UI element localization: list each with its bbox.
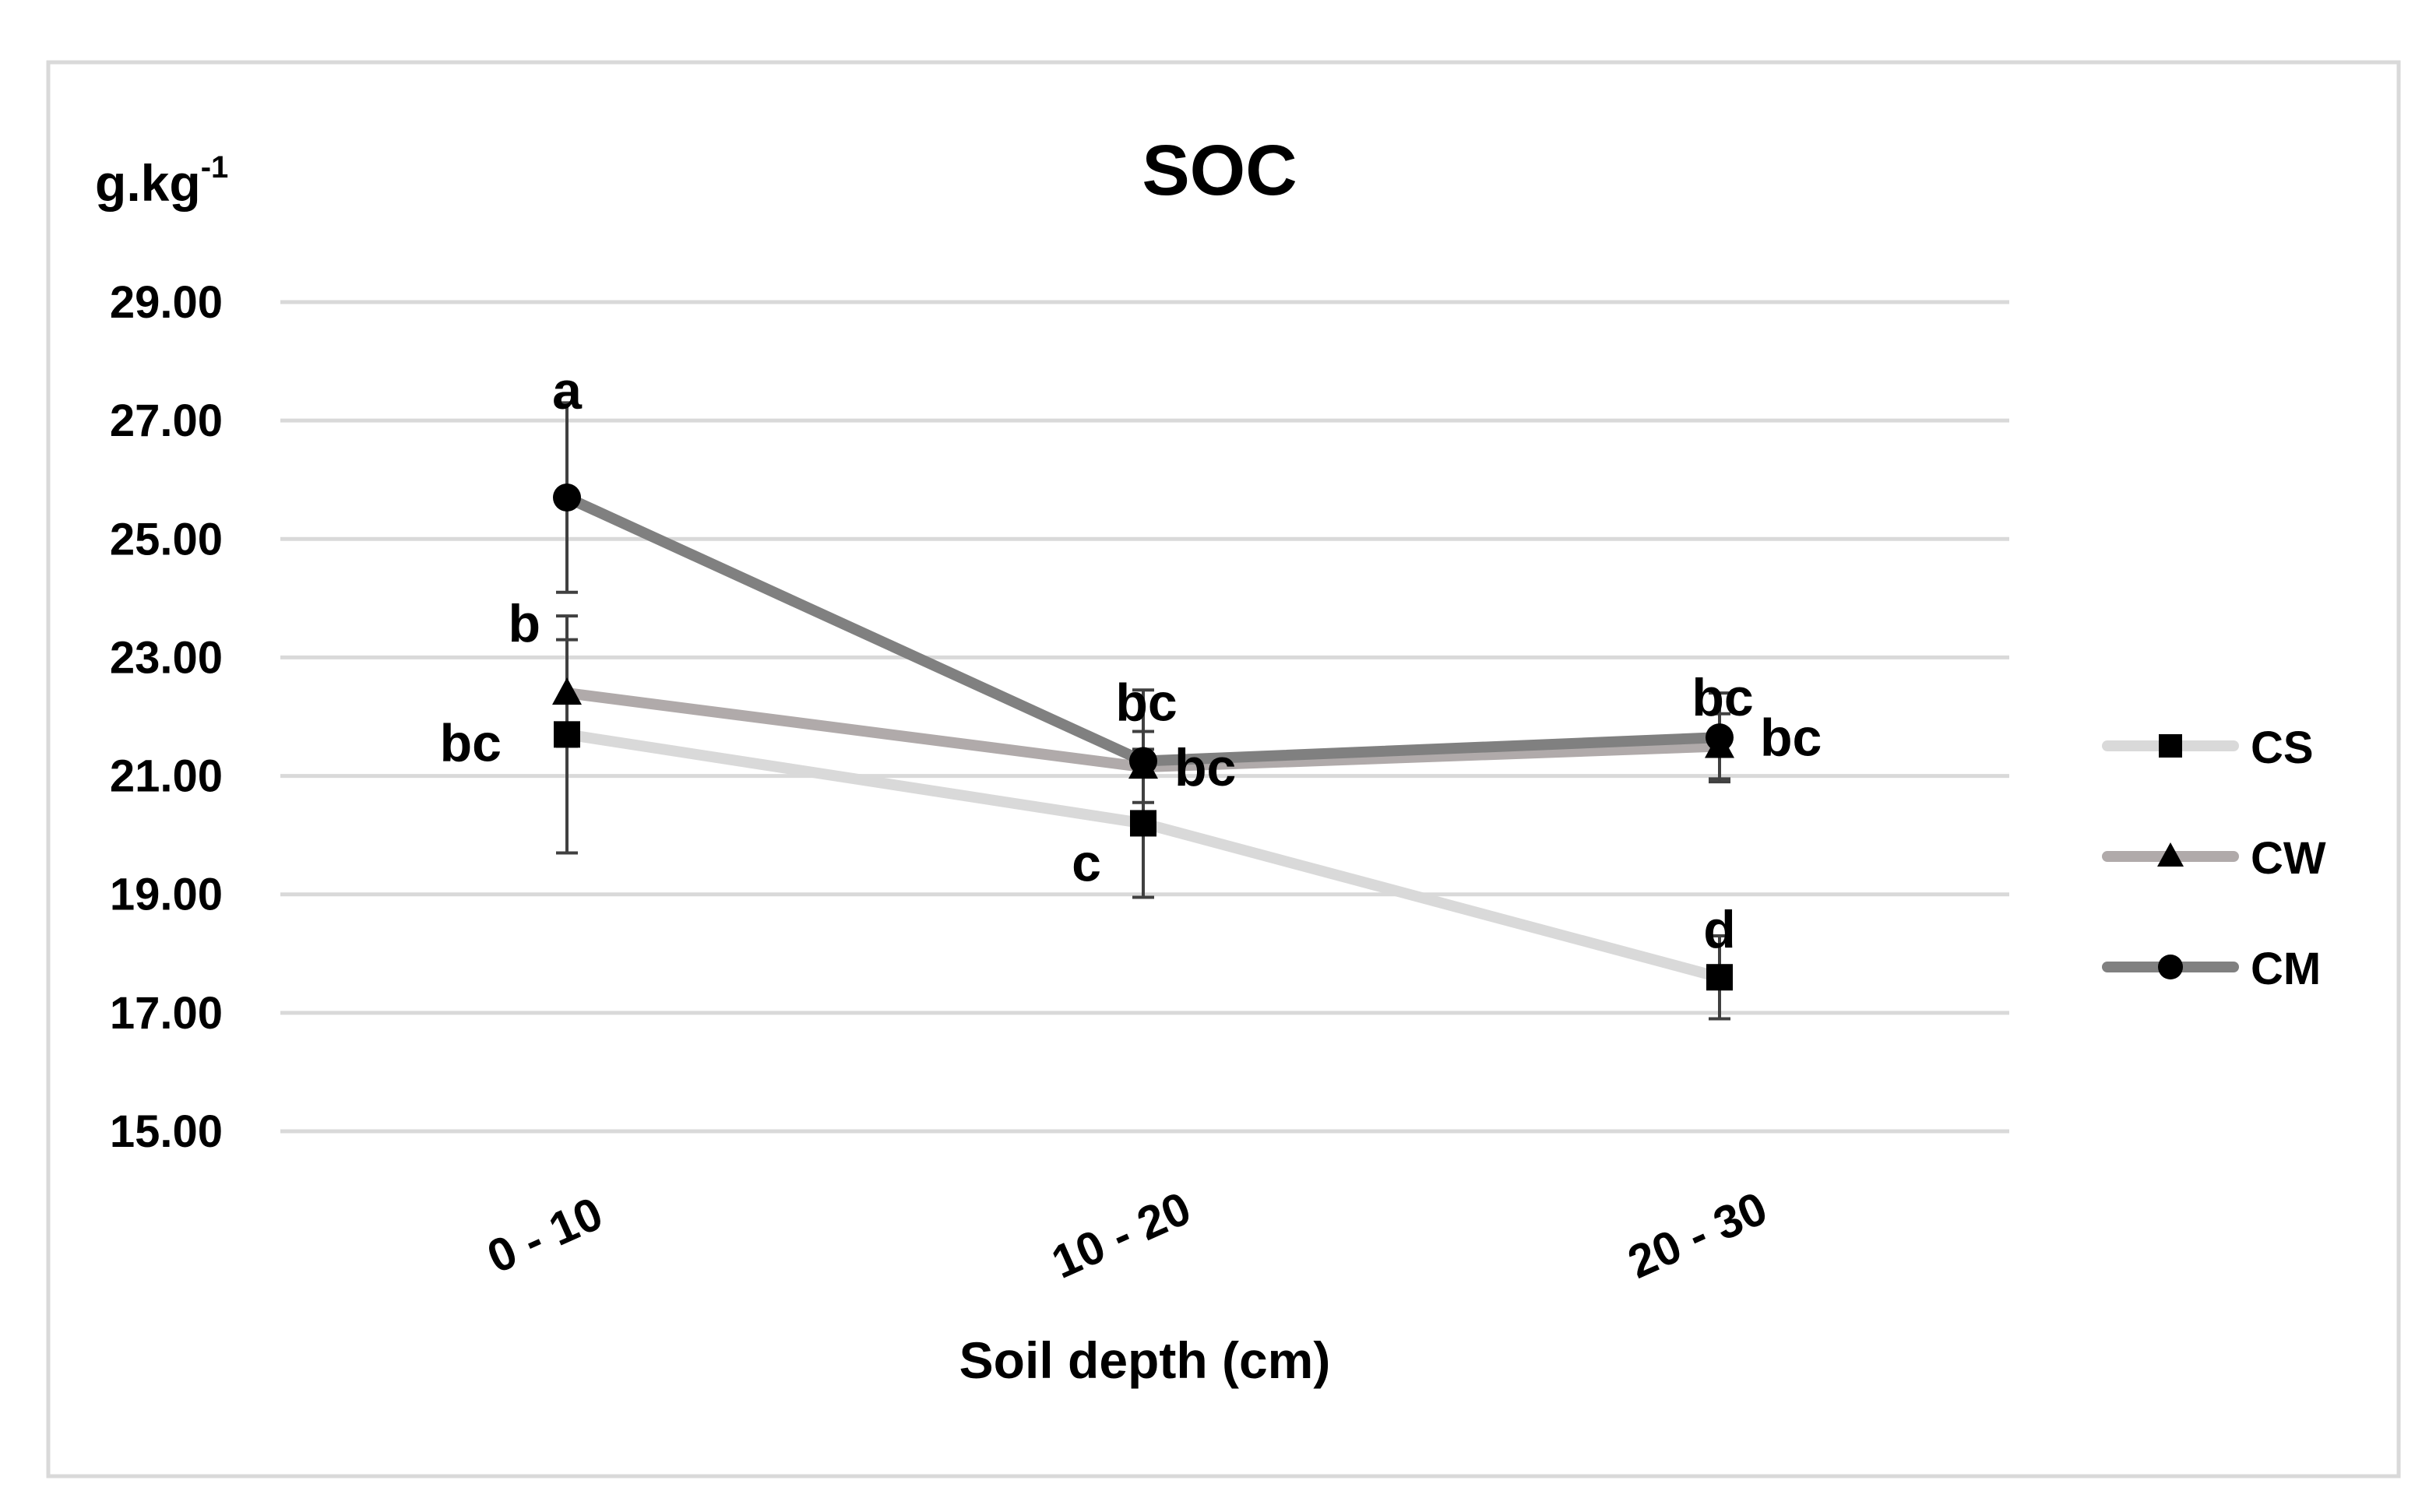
x-axis-label: Soil depth (cm) — [959, 1331, 1331, 1389]
legend-marker-cw — [2157, 842, 2184, 867]
legend: CS CW CM — [2102, 723, 2326, 994]
marker-cm — [553, 483, 581, 512]
y-tick-label: 19.00 — [110, 870, 223, 920]
significance-label-cs: bc — [440, 713, 502, 772]
significance-label-cm: a — [552, 361, 583, 420]
y-tick-label: 15.00 — [110, 1106, 223, 1157]
legend-marker-cs — [2159, 734, 2182, 758]
y-axis-unit-base: g.kg — [95, 154, 201, 212]
legend-marker-cm — [2158, 955, 2183, 979]
significance-label-cs: d — [1703, 900, 1736, 959]
y-tick-label: 23.00 — [110, 632, 223, 683]
y-axis-unit-superscript: -1 — [201, 150, 229, 185]
significance-label-cw: bc — [1174, 738, 1236, 797]
legend-label-cw: CW — [2251, 833, 2326, 884]
significance-label-cm: bc — [1115, 673, 1177, 733]
y-tick-label: 29.00 — [110, 277, 223, 328]
marker-cs — [554, 721, 580, 748]
y-axis-ticks: 15.00 17.00 19.00 21.00 23.00 25.00 27.00 29.00 — [110, 277, 223, 1157]
legend-label-cm: CM — [2251, 944, 2321, 994]
marker-cs — [1706, 964, 1733, 991]
chart-title: SOC — [1142, 131, 1297, 210]
marker-cm — [1706, 723, 1734, 752]
y-tick-label: 17.00 — [110, 988, 223, 1039]
significance-label-cs: c — [1072, 833, 1101, 892]
marker-cw — [552, 677, 582, 705]
y-tick-label: 21.00 — [110, 751, 223, 802]
legend-label-cs: CS — [2251, 723, 2314, 773]
marker-cm — [1129, 747, 1157, 775]
y-tick-label: 27.00 — [110, 396, 223, 446]
significance-label-cw: bc — [1760, 709, 1822, 768]
significance-label-cw: b — [508, 594, 540, 653]
marker-cs — [1130, 810, 1156, 837]
y-axis-unit: g.kg-1 — [95, 150, 228, 212]
y-tick-label: 25.00 — [110, 514, 223, 564]
significance-label-cm: bc — [1692, 668, 1753, 727]
data-markers — [552, 483, 1734, 991]
